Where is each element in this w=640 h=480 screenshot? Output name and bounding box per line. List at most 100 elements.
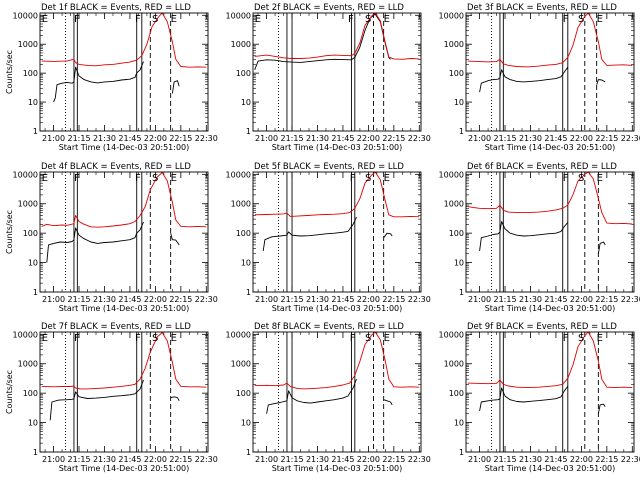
region-label: F bbox=[74, 14, 80, 25]
x-tick-label: 22:00 bbox=[144, 134, 167, 143]
series-line-lld bbox=[41, 332, 207, 390]
plot-area bbox=[467, 13, 633, 131]
region-label: S bbox=[365, 333, 371, 344]
y-tick-label: 10000 bbox=[13, 330, 38, 339]
series-line-events bbox=[171, 80, 180, 94]
plot-frame bbox=[39, 171, 209, 293]
x-tick-label: 21:15 bbox=[493, 295, 516, 304]
series-line-lld bbox=[467, 332, 633, 389]
x-tick-label: 22:30 bbox=[408, 455, 431, 464]
plot-frame bbox=[39, 331, 209, 453]
plot-frame bbox=[252, 12, 422, 132]
y-tick-label: 1 bbox=[246, 288, 251, 297]
region-label: E bbox=[42, 173, 48, 184]
panel-5: Det 5f BLACK = Events, RED = LLD Start Ti… bbox=[226, 162, 431, 313]
region-label: S bbox=[578, 14, 584, 25]
x-axis-title: Start Time (14-Dec-03 20:51:00) bbox=[59, 143, 190, 152]
series-line-events bbox=[254, 13, 391, 70]
y-tick-label: 100 bbox=[236, 229, 251, 238]
y-tick-label: 1000 bbox=[444, 360, 464, 369]
y-tick-label: 1 bbox=[33, 448, 38, 457]
series-line-events bbox=[597, 403, 606, 414]
x-tick-label: 22:00 bbox=[570, 134, 593, 143]
x-tick-label: 21:00 bbox=[255, 455, 278, 464]
region-label: F bbox=[350, 333, 356, 344]
x-tick-label: 22:00 bbox=[570, 455, 593, 464]
x-tick-label: 22:15 bbox=[595, 455, 618, 464]
x-tick-label: 21:45 bbox=[118, 134, 141, 143]
x-tick-label: 22:15 bbox=[169, 455, 192, 464]
series-line-events bbox=[53, 61, 144, 103]
x-tick-label: 21:00 bbox=[468, 455, 491, 464]
x-tick-label: 22:30 bbox=[621, 134, 640, 143]
x-tick-label: 21:15 bbox=[67, 455, 90, 464]
plot-area bbox=[467, 172, 633, 292]
y-tick-label: 1000 bbox=[18, 40, 38, 49]
x-tick-label: 22:15 bbox=[595, 295, 618, 304]
y-tick-label: 100 bbox=[236, 389, 251, 398]
x-tick-label: 21:45 bbox=[118, 455, 141, 464]
x-axis-title: Start Time (14-Dec-03 20:51:00) bbox=[59, 464, 190, 473]
series-line-events bbox=[479, 66, 569, 93]
plot-frame bbox=[39, 12, 209, 132]
region-label: E bbox=[597, 173, 603, 184]
panel-title: Det 7f BLACK = Events, RED = LLD bbox=[41, 322, 191, 332]
y-tick-label: 1000 bbox=[444, 40, 464, 49]
series-line-lld bbox=[254, 172, 420, 218]
y-tick-label: 10 bbox=[454, 259, 464, 268]
x-tick-label: 21:45 bbox=[331, 134, 354, 143]
region-label: F bbox=[74, 333, 80, 344]
y-tick-label: 1 bbox=[459, 448, 464, 457]
x-tick-label: 22:00 bbox=[357, 295, 380, 304]
series-line-lld bbox=[41, 13, 207, 68]
plot-frame bbox=[465, 171, 635, 293]
panel-8: Det 8f BLACK = Events, RED = LLD Start Ti… bbox=[226, 322, 431, 473]
y-tick-label: 10 bbox=[241, 419, 251, 428]
series-line-events bbox=[479, 221, 569, 251]
y-tick-label: 100 bbox=[449, 389, 464, 398]
y-tick-label: 10 bbox=[28, 259, 38, 268]
x-axis-title: Start Time (14-Dec-03 20:51:00) bbox=[272, 143, 403, 152]
y-tick-label: 1 bbox=[246, 448, 251, 457]
x-tick-label: 22:00 bbox=[357, 455, 380, 464]
series-line-events bbox=[170, 233, 180, 246]
series-line-events bbox=[170, 396, 180, 402]
y-tick-label: 1 bbox=[459, 288, 464, 297]
region-label: F bbox=[135, 173, 141, 184]
x-tick-label: 21:00 bbox=[42, 295, 65, 304]
y-tick-label: 1000 bbox=[444, 200, 464, 209]
x-tick-label: 22:00 bbox=[144, 295, 167, 304]
x-tick-label: 22:30 bbox=[195, 134, 218, 143]
x-tick-label: 21:30 bbox=[306, 295, 329, 304]
panel-3: Det 3f BLACK = Events, RED = LLD Start Ti… bbox=[439, 3, 640, 152]
x-tick-label: 21:30 bbox=[93, 295, 116, 304]
series-line-events bbox=[383, 232, 393, 238]
y-tick-label: 1000 bbox=[231, 360, 251, 369]
series-line-lld bbox=[41, 172, 207, 228]
region-label: S bbox=[365, 14, 371, 25]
x-tick-label: 21:00 bbox=[255, 295, 278, 304]
plot-frame bbox=[465, 12, 635, 132]
x-tick-label: 21:45 bbox=[544, 134, 567, 143]
y-axis-title: Counts/sec bbox=[5, 50, 14, 94]
x-tick-label: 21:15 bbox=[67, 295, 90, 304]
x-tick-label: 22:30 bbox=[621, 455, 640, 464]
y-tick-label: 10 bbox=[454, 98, 464, 107]
panel-1: Det 1f BLACK = Events, RED = LLD Counts/s… bbox=[5, 3, 218, 152]
region-label: E bbox=[384, 173, 390, 184]
y-tick-label: 100 bbox=[23, 69, 38, 78]
region-label: F bbox=[135, 333, 141, 344]
plot-frame bbox=[252, 331, 422, 453]
x-tick-label: 22:15 bbox=[595, 134, 618, 143]
x-tick-label: 22:15 bbox=[169, 134, 192, 143]
x-tick-label: 21:30 bbox=[93, 134, 116, 143]
x-tick-label: 21:45 bbox=[544, 295, 567, 304]
y-tick-label: 10 bbox=[241, 98, 251, 107]
y-tick-label: 10 bbox=[454, 419, 464, 428]
x-tick-label: 22:30 bbox=[408, 134, 431, 143]
region-label: E bbox=[384, 14, 390, 25]
plot-area bbox=[41, 13, 207, 131]
x-tick-label: 21:30 bbox=[519, 295, 542, 304]
x-tick-label: 22:30 bbox=[621, 295, 640, 304]
y-tick-label: 10000 bbox=[13, 11, 38, 20]
